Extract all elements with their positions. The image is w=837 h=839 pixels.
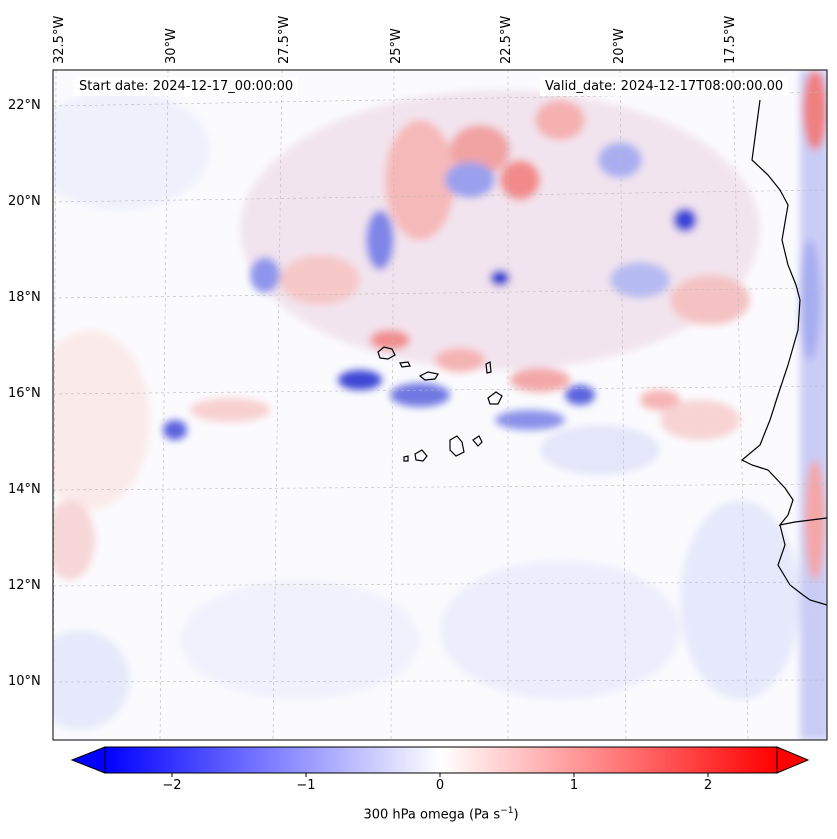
lat-label-16n: 16°N — [8, 386, 41, 401]
island-boa-vista — [487, 391, 503, 405]
island-sal — [485, 361, 492, 374]
island-sao-nicolau — [418, 371, 439, 381]
colorbar-min-arrow — [70, 746, 106, 774]
colorbar — [70, 746, 810, 777]
colorbar-gradient — [105, 747, 777, 773]
island-maio — [472, 435, 483, 447]
lat-label-10n: 10°N — [8, 674, 41, 689]
map-frame — [52, 69, 828, 741]
lat-label-14n: 14°N — [8, 482, 41, 497]
lon-label-25w: 25°W — [389, 28, 404, 64]
lat-label-18n: 18°N — [8, 290, 41, 305]
lat-label-12n: 12°N — [8, 578, 41, 593]
colorbar-tick-label: 0 — [435, 778, 445, 793]
lon-label-20w: 20°W — [612, 28, 627, 64]
coastline — [377, 99, 827, 606]
lon-label-17-5w: 17.5°W — [723, 15, 738, 64]
lat-label-20n: 20°N — [8, 194, 41, 209]
island-sao-vicente — [399, 361, 411, 368]
island-brava — [403, 455, 409, 462]
island-fogo — [414, 449, 428, 462]
colorbar-tick-label: −2 — [162, 778, 182, 793]
start-date-label: Start date: 2024-12-17_00:00:00 — [74, 77, 299, 96]
omega-field — [53, 70, 827, 740]
island-santo-antao — [377, 346, 396, 360]
colorbar-max-arrow — [776, 746, 810, 774]
colorbar-tick-label: 2 — [703, 778, 713, 793]
lon-label-22-5w: 22.5°W — [499, 15, 514, 64]
island-santiago — [449, 435, 465, 457]
lat-label-22n: 22°N — [8, 98, 41, 113]
colorbar-label: 300 hPa omega (Pa s−1) — [363, 806, 519, 823]
valid-date-label: Valid_date: 2024-12-17T08:00:00.00 — [540, 77, 789, 96]
colorbar-tick-label: 1 — [569, 778, 579, 793]
lon-label-32-5w: 32.5°W — [52, 15, 67, 64]
colorbar-tick-label: −1 — [296, 778, 316, 793]
lon-label-30w: 30°W — [164, 28, 179, 64]
lon-label-27-5w: 27.5°W — [277, 15, 292, 64]
